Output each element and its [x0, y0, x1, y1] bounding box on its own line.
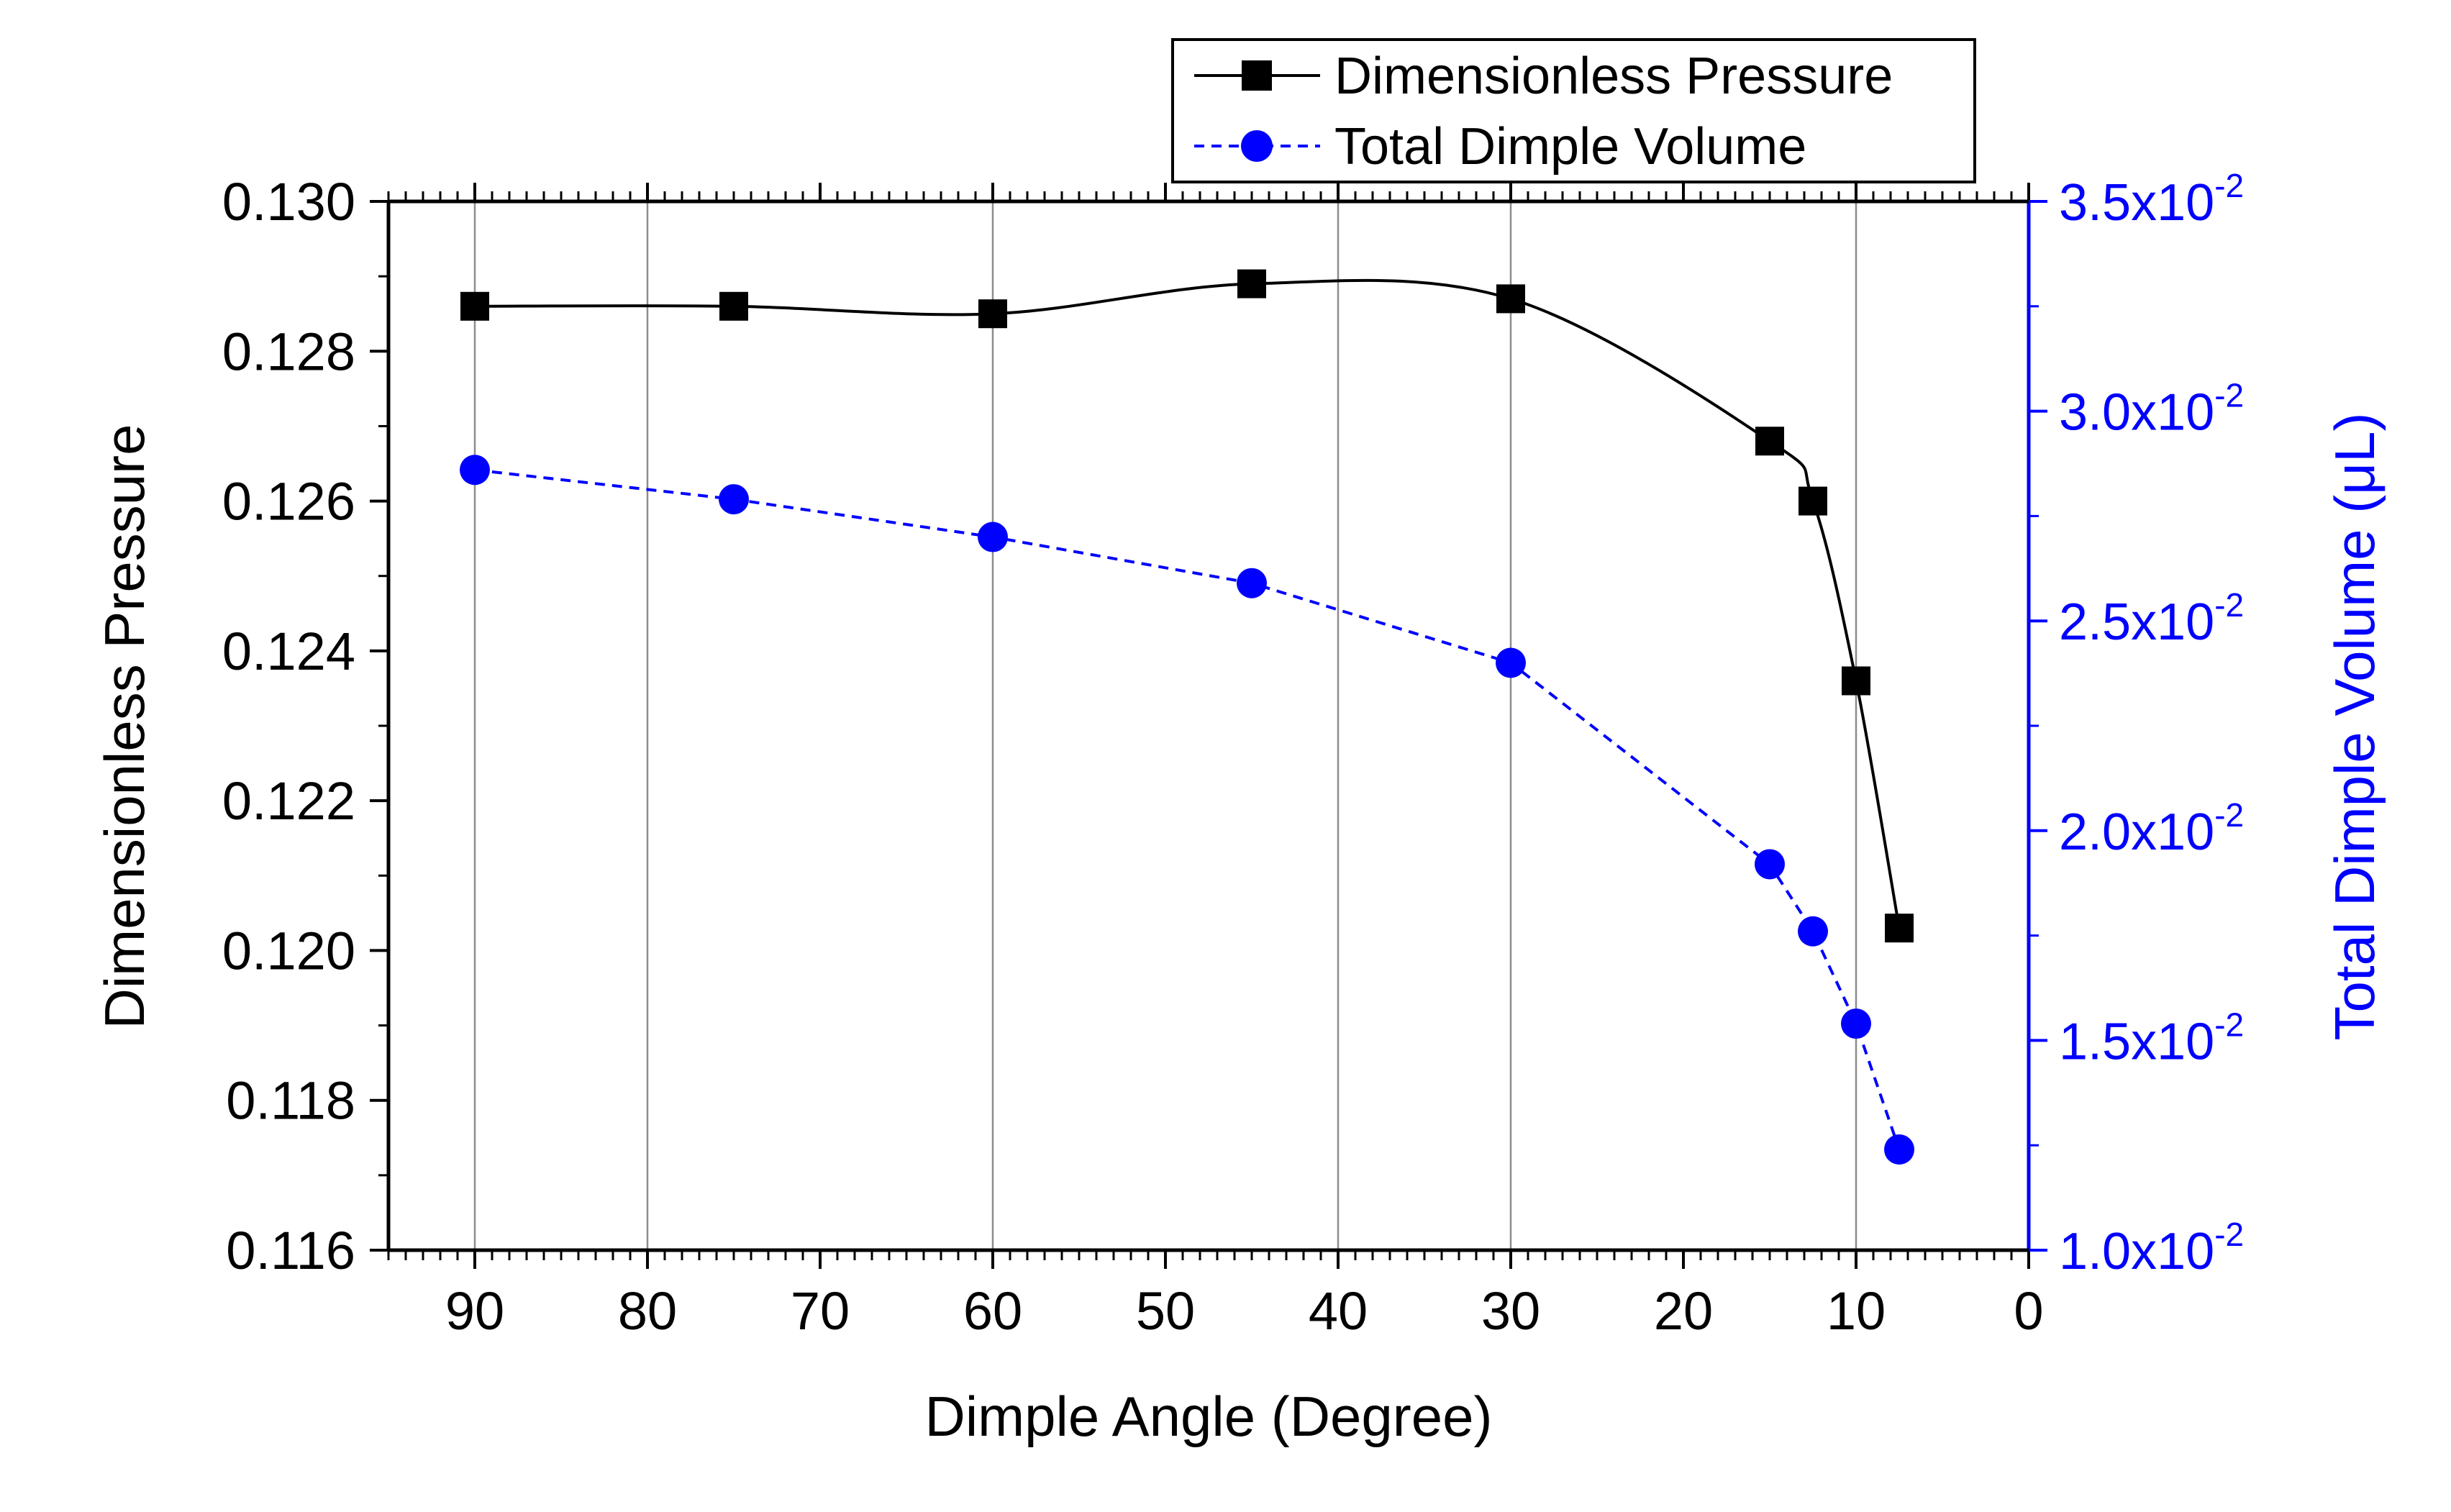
- legend-marker-volume: [1241, 130, 1273, 162]
- volume-point-90: [460, 455, 490, 486]
- yr-tick-label: 1.0x10-2: [2059, 1216, 2244, 1280]
- series-line-pressure: [474, 278, 1901, 929]
- yr-tick-mantissa: 2.0x10: [2059, 803, 2214, 861]
- x-tick-label-20: 20: [1654, 1281, 1713, 1341]
- volume-point-15: [1755, 849, 1785, 880]
- x-tick-label-50: 50: [1136, 1281, 1195, 1341]
- yr-tick-mantissa: 3.5x10: [2059, 174, 2214, 232]
- pressure-point-90: [460, 291, 489, 321]
- yl-tick-label: 0.128: [222, 322, 355, 381]
- pressure-point-10: [1842, 666, 1870, 696]
- yr-tick-mantissa: 2.5x10: [2059, 593, 2214, 651]
- yr-tick-exponent: -2: [2214, 1006, 2244, 1043]
- yr-tick-exponent: -2: [2214, 796, 2244, 834]
- yr-tick-exponent: -2: [2214, 377, 2244, 414]
- legend-item-pressure: Dimensionless Pressure: [1194, 47, 1893, 105]
- x-tick-label-0: 0: [2014, 1281, 2043, 1341]
- legend-marker-pressure: [1242, 60, 1272, 91]
- legend-label-volume: Total Dimple Volume: [1334, 118, 1806, 176]
- volume-point-7.5: [1884, 1134, 1914, 1165]
- right-y-axis-title: Total Dimple Volume (μL): [2323, 413, 2386, 1041]
- x-tick-label-30: 30: [1481, 1281, 1540, 1341]
- yr-tick-mantissa: 1.5x10: [2059, 1013, 2214, 1070]
- pressure-point-15: [1755, 427, 1784, 456]
- yr-tick-label: 3.0x10-2: [2059, 377, 2244, 442]
- yr-tick-label: 3.5x10-2: [2059, 167, 2244, 232]
- pressure-point-12.5: [1799, 486, 1827, 516]
- x-axis-title: Dimple Angle (Degree): [924, 1385, 1492, 1448]
- pressure-point-60: [978, 299, 1007, 329]
- pressure-point-75: [719, 291, 748, 321]
- volume-point-75: [719, 484, 749, 515]
- yr-tick-exponent: -2: [2214, 1216, 2244, 1253]
- yl-tick-label: 0.120: [222, 921, 355, 980]
- volume-point-10: [1841, 1008, 1871, 1039]
- right-y-axis-ticks: 1.0x10-21.5x10-22.0x10-22.5x10-23.0x10-2…: [2029, 167, 2244, 1280]
- yr-tick-exponent: -2: [2214, 167, 2244, 204]
- yr-tick-label: 2.0x10-2: [2059, 796, 2244, 861]
- left-y-axis-ticks: 0.116 0.118 0.120 0.122 0.124 0.126 0.128 0.130: [222, 172, 388, 1280]
- yl-tick-label: 0.126: [222, 472, 355, 532]
- volume-point-45: [1237, 568, 1267, 598]
- x-tick-label-80: 80: [618, 1281, 677, 1341]
- series-markers: [460, 269, 1914, 1165]
- yr-tick-mantissa: 1.0x10: [2059, 1223, 2214, 1280]
- x-axis-ticks: 90 80 70 60 50 40 30 20 10 0: [445, 183, 2044, 1341]
- yr-tick-mantissa: 3.0x10: [2059, 384, 2214, 442]
- vertical-gridlines: [473, 201, 1857, 1250]
- x-tick-label-40: 40: [1309, 1281, 1368, 1341]
- yl-tick-label: 0.122: [222, 771, 355, 831]
- volume-point-12.5: [1798, 916, 1828, 947]
- x-tick-label-70: 70: [791, 1281, 850, 1341]
- x-tick-label-60: 60: [963, 1281, 1022, 1341]
- yl-tick-label: 0.124: [222, 621, 355, 681]
- yr-tick-exponent: -2: [2214, 586, 2244, 624]
- pressure-point-45: [1237, 269, 1266, 299]
- x-tick-label-90: 90: [445, 1281, 504, 1341]
- yl-tick-label: 0.116: [226, 1221, 355, 1280]
- yr-tick-label: 2.5x10-2: [2059, 586, 2244, 651]
- legend-label-pressure: Dimensionless Pressure: [1334, 47, 1893, 105]
- legend: Dimensionless Pressure Total Dimple Volu…: [1171, 38, 1976, 183]
- yl-tick-label: 0.118: [226, 1071, 355, 1131]
- x-tick-label-10: 10: [1827, 1281, 1886, 1341]
- yr-tick-label: 1.5x10-2: [2059, 1006, 2244, 1070]
- volume-point-30: [1496, 647, 1526, 678]
- legend-box: [1171, 38, 1976, 183]
- pressure-point-7.5: [1885, 914, 1914, 943]
- yl-tick-label: 0.130: [222, 172, 355, 232]
- axes: [386, 199, 2031, 1252]
- volume-point-60: [978, 522, 1008, 552]
- pressure-point-30: [1496, 284, 1525, 314]
- legend-item-volume: Total Dimple Volume: [1194, 118, 1806, 176]
- left-y-axis-title: Dimensionless Pressure: [93, 424, 156, 1029]
